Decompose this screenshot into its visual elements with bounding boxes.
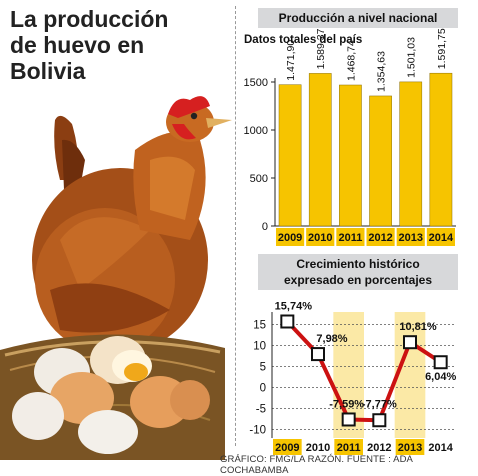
growth-header-line-1: Crecimiento histórico [296, 257, 420, 271]
bar-chart-title: Datos totales del país [244, 34, 363, 46]
bar-y-tick-label: 1500 [244, 77, 268, 89]
line-y-tick-label: -10 [249, 425, 266, 437]
line-point [433, 355, 448, 370]
vertical-divider [235, 6, 237, 446]
line-category-bg [365, 439, 394, 455]
line-value-label: -7,77% [362, 399, 397, 411]
line-value-label: 7,98% [316, 333, 347, 345]
line-category-label: 2013 [398, 442, 422, 454]
bar-value-label: 1.591,75 [436, 28, 448, 69]
line-category-label: 2012 [367, 442, 391, 454]
bar [369, 95, 392, 227]
bar-category-label: 2011 [338, 232, 362, 244]
line-category-label: 2011 [337, 442, 361, 454]
line-point [311, 347, 325, 362]
bar-value-label: 1.354,63 [376, 51, 388, 92]
panel-header-growth: Crecimiento histórico expresado en porce… [258, 254, 458, 290]
line-category-label: 2014 [428, 442, 453, 454]
hen-and-eggs-illustration [0, 96, 232, 460]
bar [278, 84, 302, 227]
line-category-bg [334, 439, 363, 455]
line-point [372, 413, 387, 428]
line-category-bg [273, 439, 302, 455]
line-category-label: 2010 [306, 442, 330, 454]
bar-category-bg [336, 228, 365, 246]
bar-category-label: 2014 [429, 232, 454, 244]
line-category-bg [426, 439, 455, 455]
bar [399, 81, 423, 227]
line-value-label: 6,04% [425, 371, 456, 383]
bar [339, 84, 362, 227]
bar-category-bg [396, 228, 425, 246]
bar-category-bg [276, 228, 305, 246]
headline: La producción de huevo en Bolivia [10, 6, 235, 84]
bar-category-label: 2010 [308, 232, 332, 244]
bar-category-bg [306, 228, 335, 246]
line-point [280, 314, 295, 329]
line-value-label: 15,74% [275, 300, 313, 312]
line-y-tick-label: -5 [256, 404, 266, 416]
bar-y-tick-label: 1000 [244, 125, 268, 137]
bar-value-label: 1.468,74 [345, 40, 357, 81]
line-y-tick-label: 5 [260, 362, 266, 374]
line-point [403, 335, 417, 350]
line-category-label: 2009 [275, 442, 299, 454]
growth-header-line-2: expresado en porcentajes [283, 273, 433, 287]
headline-line-1: La producción [10, 6, 169, 32]
line-y-tick-label: 15 [253, 320, 266, 332]
growth-line [285, 320, 442, 423]
line-category-bg [395, 439, 425, 455]
bar-category-bg [426, 228, 455, 246]
bar-category-label: 2012 [368, 232, 392, 244]
line-y-tick-label: 10 [253, 341, 266, 353]
line-value-label: 10,81% [399, 321, 437, 333]
growth-column-stripe [333, 312, 364, 438]
headline-line-3: Bolivia [10, 58, 86, 84]
headline-line-2: de huevo en [10, 32, 145, 58]
growth-column-stripe [394, 312, 426, 438]
line-value-label: -7,59% [329, 399, 364, 411]
bar-y-tick-label: 500 [250, 173, 268, 185]
line-y-tick-label: 0 [260, 383, 266, 395]
line-point [341, 412, 356, 427]
source-credit: GRÁFICO: FMG/LA RAZÓN. FUENTE : ADA COCH… [220, 454, 413, 476]
bar [429, 72, 453, 227]
bar-category-label: 2009 [278, 232, 302, 244]
bar-category-bg [366, 228, 395, 246]
bar-category-label: 2013 [399, 232, 423, 244]
bar-y-tick-label: 0 [262, 221, 268, 233]
panel-header-production: Producción a nivel nacional [258, 8, 458, 28]
bar-value-label: 1.501,03 [406, 37, 418, 78]
line-category-bg [303, 439, 333, 455]
bar [308, 73, 332, 227]
